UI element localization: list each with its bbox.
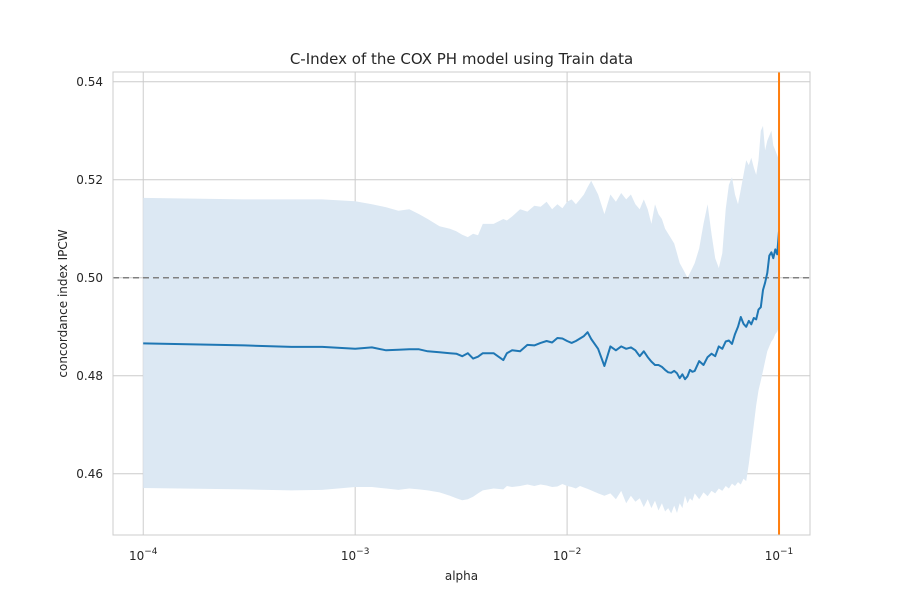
y-tick-label: 0.48 — [76, 369, 103, 383]
series-line — [143, 231, 780, 381]
y-tick-label: 0.52 — [76, 173, 103, 187]
x-axis-label: alpha — [445, 569, 478, 583]
y-tick-label: 0.50 — [76, 271, 103, 285]
y-axis-label: concordance index IPCW — [56, 229, 70, 377]
x-tick-labels: 10−4 10−3 10−2 10−1 — [129, 547, 793, 563]
confidence-band — [143, 125, 779, 514]
chart-title: C-Index of the COX PH model using Train … — [290, 50, 633, 68]
x-tick-label: 10−3 — [341, 547, 370, 563]
y-tick-label: 0.46 — [76, 467, 103, 481]
plot-frame — [112, 71, 811, 536]
y-tick-label: 0.54 — [76, 75, 103, 89]
x-tick-label: 10−1 — [765, 547, 794, 563]
x-tick-label: 10−2 — [553, 547, 582, 563]
y-tick-labels: 0.46 0.48 0.50 0.52 0.54 — [76, 75, 103, 481]
x-tick-label: 10−4 — [129, 547, 158, 563]
